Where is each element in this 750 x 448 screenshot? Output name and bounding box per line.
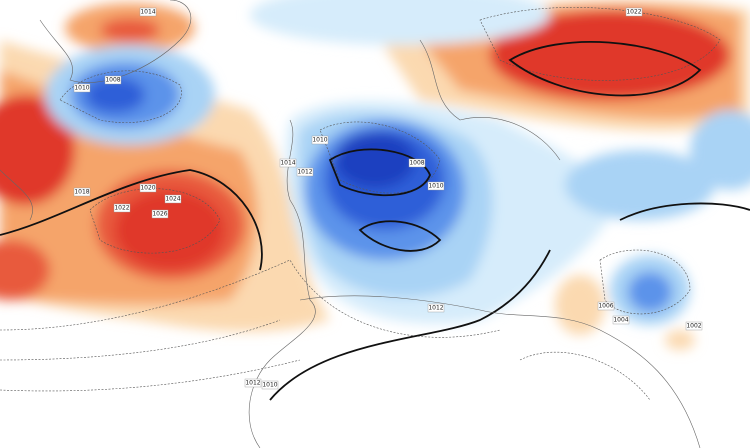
isobar-label: 1008 — [409, 160, 424, 167]
label-box — [296, 167, 314, 177]
isobar-label: 1010 — [312, 137, 327, 144]
label-box — [104, 75, 122, 85]
label-box — [261, 380, 279, 390]
isobar-label: 1006 — [598, 303, 613, 310]
isobar-label: 1012 — [245, 380, 260, 387]
coastlines — [0, 0, 701, 448]
isobar-label: 1010 — [428, 183, 443, 190]
isobar-label: 1020 — [140, 185, 155, 192]
label-box — [73, 83, 91, 93]
label-box — [311, 135, 329, 145]
label-box — [427, 303, 445, 313]
label-box — [597, 301, 615, 311]
label-box — [408, 158, 426, 168]
isobar-label: 1010 — [74, 85, 89, 92]
anomaly-shading — [0, 0, 750, 350]
isobar-label: 1026 — [152, 211, 167, 218]
isobar-label: 1022 — [114, 205, 129, 212]
label-box — [113, 203, 131, 213]
isobar-label: 1012 — [297, 169, 312, 176]
isobar-labels: 1014101010081022101010141012100810101018… — [73, 7, 703, 390]
isobar-label: 1012 — [428, 305, 443, 312]
label-box — [244, 378, 262, 388]
isobars — [0, 7, 750, 401]
isobar-label: 1010 — [262, 382, 277, 389]
label-box — [73, 187, 91, 197]
label-box — [139, 7, 157, 17]
isobar-label: 1018 — [74, 189, 89, 196]
isobar-label: 1014 — [280, 160, 295, 167]
isobar-label: 1014 — [140, 9, 155, 16]
isobar-label: 1024 — [165, 196, 180, 203]
label-box — [612, 315, 630, 325]
isobar-label: 1002 — [686, 323, 701, 330]
label-box — [151, 209, 169, 219]
label-box — [139, 183, 157, 193]
label-box — [625, 7, 643, 17]
isobar-label: 1004 — [613, 317, 628, 324]
label-box — [427, 181, 445, 191]
isobar-label: 1008 — [105, 77, 120, 84]
label-box — [685, 321, 703, 331]
label-box — [279, 158, 297, 168]
label-box — [164, 194, 182, 204]
isobar-label: 1022 — [626, 9, 641, 16]
